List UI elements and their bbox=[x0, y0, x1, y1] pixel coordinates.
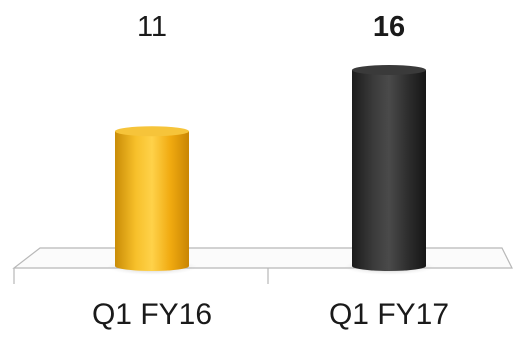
tick-label-q1-fy16: Q1 FY16 bbox=[92, 298, 212, 331]
bar-q1-fy17 bbox=[352, 70, 426, 271]
bars-layer bbox=[107, 65, 434, 275]
bar-q1-fy16 bbox=[115, 131, 189, 271]
bar-top-q1-fy16 bbox=[115, 126, 189, 137]
data-label-q1-fy17: 16 bbox=[373, 11, 405, 43]
tick-label-q1-fy17: Q1 FY17 bbox=[329, 298, 449, 331]
chart-floor bbox=[12, 247, 513, 269]
labels-layer: 11 Q1 FY16 16 Q1 FY17 bbox=[92, 11, 449, 331]
data-label-q1-fy16: 11 bbox=[137, 11, 167, 43]
bar-top-q1-fy17 bbox=[352, 65, 426, 75]
